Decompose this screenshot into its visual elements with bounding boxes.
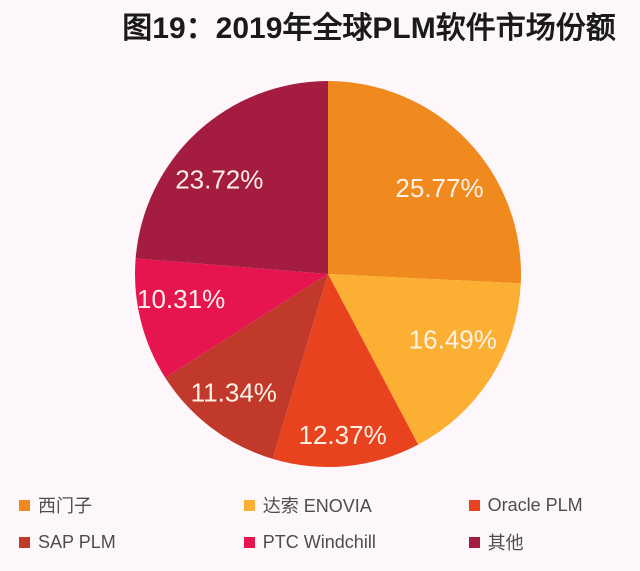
svg-text:11.34%: 11.34% xyxy=(191,377,277,407)
svg-text:12.37%: 12.37% xyxy=(299,420,387,450)
svg-text:25.77%: 25.77% xyxy=(395,173,483,203)
svg-text:10.31%: 10.31% xyxy=(137,284,225,314)
svg-text:23.72%: 23.72% xyxy=(175,164,263,194)
svg-text:16.49%: 16.49% xyxy=(409,324,497,354)
